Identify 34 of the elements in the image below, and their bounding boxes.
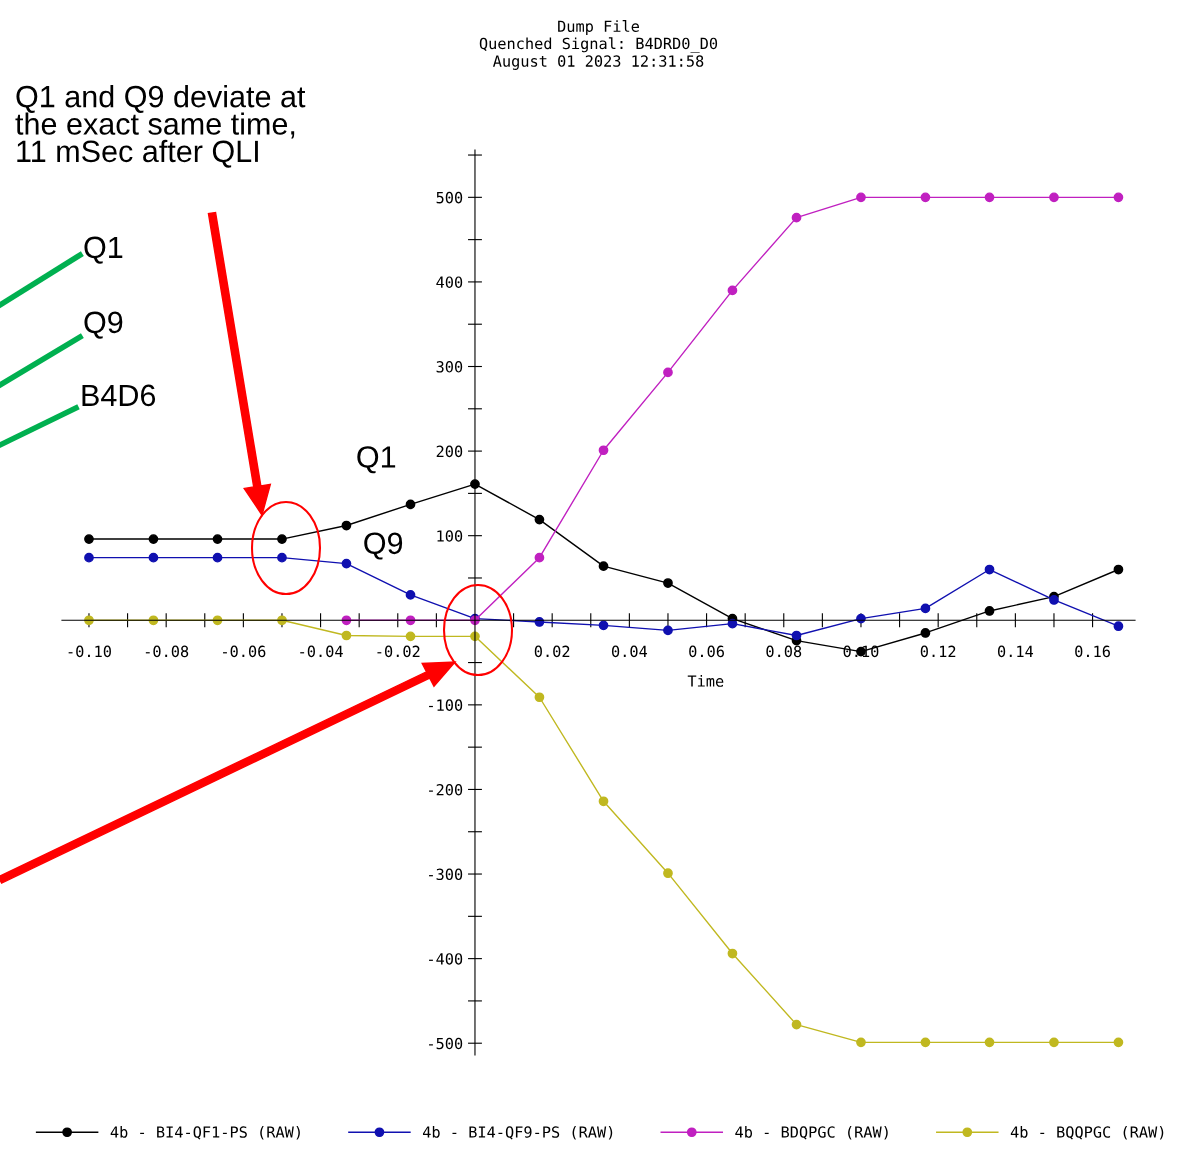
y-tick-label: -200	[429, 783, 463, 796]
x-tick-label: 0.04	[611, 645, 648, 658]
legend-label: 4b - BI4-QF9-PS (RAW)	[422, 1125, 613, 1140]
y-tick-label: 500	[436, 191, 463, 204]
x-tick-label: -0.08	[145, 645, 189, 658]
y-tick-label: -500	[429, 1037, 463, 1050]
annotation: Q1	[357, 446, 396, 474]
x-axis-title: Time	[687, 675, 724, 687]
legend-label: 4b - BDQPGC (RAW)	[735, 1125, 888, 1140]
x-tick-label: 0.02	[534, 645, 570, 658]
x-tick-label: 0.06	[689, 645, 724, 658]
y-tick-label: -400	[429, 953, 463, 965]
x-tick-label: -0.10	[68, 645, 111, 658]
x-tick-label: -0.04	[300, 645, 343, 658]
y-tick-label: -300	[429, 868, 463, 881]
annotation: Q9	[364, 532, 403, 560]
y-tick-label: 100	[437, 530, 463, 542]
legend-label: 4b - BI4-QF1-PS (RAW)	[110, 1125, 300, 1140]
x-tick-label: 0.12	[920, 645, 956, 658]
x-tick-label: 0.08	[766, 645, 802, 658]
x-tick-label: -0.06	[223, 645, 266, 658]
y-tick-label: 400	[436, 276, 463, 288]
x-tick-label: -0.02	[377, 645, 420, 658]
x-tick-label: 0.14	[997, 645, 1034, 658]
y-tick-label: -100	[429, 699, 463, 711]
y-tick-label: 300	[436, 361, 463, 373]
annotation: Q1	[84, 236, 123, 264]
annotation: B4D6	[82, 384, 156, 407]
y-tick-label: 200	[436, 445, 463, 458]
x-tick-label: 0.16	[1075, 645, 1110, 658]
annotation: Q1 and Q9 deviate at the exact same time, 11 mSec after QLI	[15, 85, 306, 168]
chart-title: Dump File Quenched Signal: B4DRD0_D0 August 01 2023 12:31:58	[479, 20, 718, 70]
legend-label: 4b - BQQPGC (RAW)	[1010, 1125, 1164, 1140]
annotation: Q9	[84, 311, 123, 339]
